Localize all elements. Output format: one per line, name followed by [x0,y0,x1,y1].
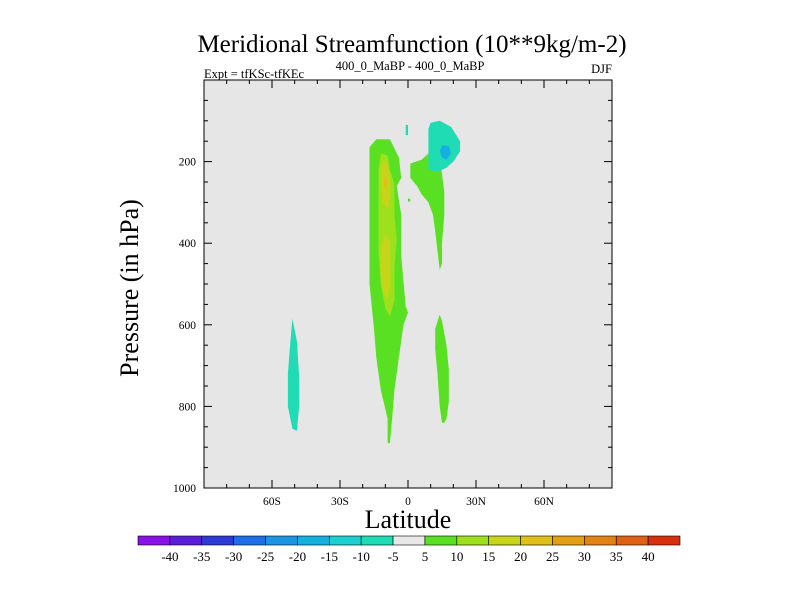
x-tick-label: 60S [263,496,281,508]
plot-background [204,80,612,488]
colorbar-swatch [328,535,362,546]
colorbar-label: -5 [388,549,399,564]
chart-subtitle-left: Expt = tfKSc-tfKEc [204,67,305,81]
contour-regions [287,120,461,444]
contour-region-2 [410,149,445,270]
x-tick-label: 0 [405,496,411,508]
colorbar-swatch [233,535,266,546]
y-tick-label: 200 [179,157,197,169]
colorbar-label: -20 [289,549,306,564]
colorbar-label: -30 [225,549,242,564]
chart-title: Meridional Streamfunction (10**9kg/m-2) [197,31,626,58]
colorbar-label: -25 [257,549,274,564]
colorbar-swatch [615,535,649,546]
y-axis-label: Pressure (in hPa) [115,199,144,377]
x-axis-label: Latitude [365,505,452,534]
colorbar-swatch [488,535,521,546]
colorbar-label: -35 [193,549,210,564]
colorbar-swatch [360,535,394,546]
y-tick-label: 1000 [173,483,196,495]
colorbar-label: 25 [546,549,559,564]
colorbar-swatch [137,535,171,546]
colorbar-swatch [297,535,330,546]
colorbar-swatch [584,535,617,546]
colorbar-label: 15 [482,549,495,564]
colorbar-label: -40 [161,549,178,564]
y-tick-label: 400 [179,238,197,250]
contour-region-7 [380,235,390,301]
colorbar-swatch [392,535,426,546]
contour-region-8 [383,173,388,191]
chart-subtitle-right: DJF [591,62,612,76]
y-tick-label: 600 [179,320,197,332]
colorbar-label: 35 [610,549,623,564]
axis-ticks: 60S 30S 0 30N 60N 200 400 600 800 1000 [173,80,612,508]
contour-region-3 [435,314,449,423]
colorbar-label: -15 [321,549,338,564]
colorbar-swatch [201,535,234,546]
y-tick-label: 800 [179,401,197,413]
colorbar-label: 10 [450,549,463,564]
colorbar-label: 20 [514,549,527,564]
colorbar: -40 -35 -30 -25 -20 -15 -10 -5 5 10 15 20 25 30 35 40 [137,535,681,564]
colorbar-label: -10 [353,549,370,564]
colorbar-label: 30 [578,549,591,564]
contour-region-0 [287,318,300,431]
colorbar-swatch [647,535,681,546]
colorbar-swatch [424,535,458,546]
x-tick-label: 30N [466,496,487,508]
colorbar-swatch [169,535,203,546]
colorbar-swatch [520,535,553,546]
x-tick-label: 60N [534,496,555,508]
contour-region-4 [408,198,411,202]
contour-region-11 [405,124,408,136]
contour-region-10 [439,145,452,160]
colorbar-swatch [456,535,490,546]
colorbar-swatch [552,535,585,546]
x-tick-label: 30S [331,496,349,508]
colorbar-swatch [265,535,298,546]
colorbar-label: 40 [642,549,655,564]
colorbar-label: 5 [422,549,429,564]
chart-subtitle-center: 400_0_MaBP - 400_0_MaBP [336,59,485,73]
